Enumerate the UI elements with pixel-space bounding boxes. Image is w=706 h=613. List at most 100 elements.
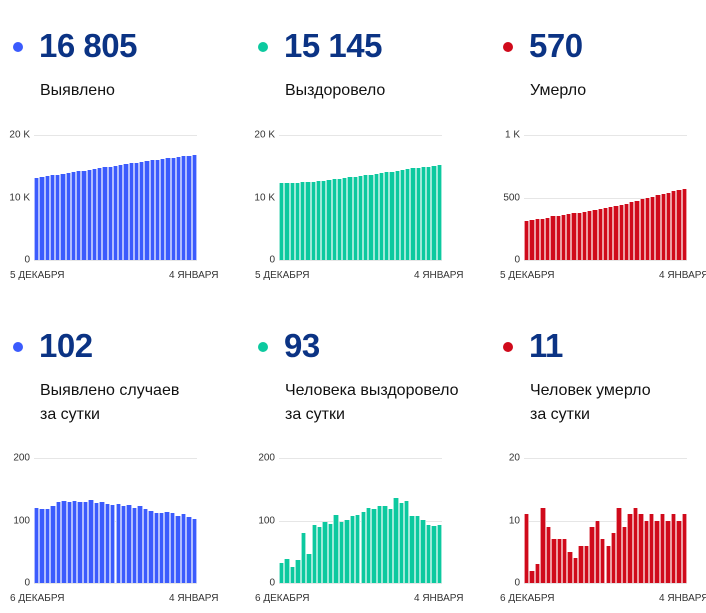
y-tick-label: 100 — [13, 515, 30, 526]
bar — [610, 533, 617, 583]
bar — [72, 501, 78, 583]
bar — [371, 509, 377, 583]
y-tick-label: 10 K — [254, 192, 275, 203]
stat-label: Человека выздоровело — [285, 382, 459, 399]
bar — [326, 179, 332, 260]
bar — [158, 513, 165, 583]
bar — [634, 200, 640, 260]
bar — [571, 213, 577, 260]
bar — [306, 554, 312, 583]
legend-dot-icon — [13, 42, 23, 52]
x-end-label: 4 ЯНВАРЯ — [169, 593, 219, 604]
stat-label: за сутки — [530, 406, 590, 423]
bar — [405, 169, 411, 260]
bar — [44, 176, 50, 260]
legend-dot-icon — [503, 342, 513, 352]
bar — [387, 509, 394, 583]
y-tick-label: 500 — [503, 192, 520, 203]
gridline — [524, 520, 687, 522]
bar — [540, 508, 546, 583]
bar — [534, 564, 541, 583]
bar — [91, 168, 98, 260]
bar — [148, 510, 154, 583]
plot-area — [34, 458, 197, 583]
bar — [61, 500, 67, 583]
bar — [632, 508, 639, 583]
bar — [426, 166, 432, 260]
stat-label: Выздоровело — [285, 82, 386, 99]
bar — [572, 558, 579, 583]
y-tick-label: 20 — [508, 452, 520, 464]
legend-dot-icon — [258, 342, 268, 352]
y-tick-label: 0 — [269, 577, 275, 589]
bar — [50, 506, 56, 583]
bar — [562, 539, 568, 583]
bar — [310, 181, 316, 260]
bar — [289, 182, 295, 260]
bar — [398, 503, 404, 583]
bar — [368, 174, 374, 260]
bar — [97, 168, 103, 260]
bar — [160, 159, 166, 260]
bar — [436, 165, 442, 260]
bar — [311, 524, 318, 583]
bar — [34, 508, 40, 583]
bar — [181, 156, 187, 260]
x-end-label: 4 ЯНВАРЯ — [169, 270, 219, 281]
bar — [550, 216, 556, 260]
stat-value: 15 145 — [284, 27, 382, 64]
y-tick-label: 10 K — [9, 192, 30, 203]
bar — [431, 525, 437, 583]
bar — [655, 195, 661, 260]
bar — [670, 514, 677, 583]
y-tick-label: 0 — [24, 577, 30, 589]
bar — [676, 190, 682, 260]
bar — [55, 174, 61, 260]
bar — [279, 563, 285, 583]
bar — [393, 498, 399, 583]
gridline — [279, 583, 442, 584]
bar — [420, 167, 427, 260]
bar — [425, 524, 432, 583]
bar — [191, 519, 197, 583]
legend-dot-icon — [258, 42, 268, 52]
bar — [659, 514, 666, 583]
bar — [415, 167, 421, 260]
x-start-label: 5 ДЕКАБРЯ — [500, 270, 555, 281]
legend-dot-icon — [13, 342, 23, 352]
bar — [602, 207, 609, 260]
bar — [305, 181, 311, 260]
bar-chart: 0 500 1 K 5 ДЕКАБРЯ 4 ЯНВАРЯ — [490, 130, 706, 285]
bar — [639, 199, 645, 260]
y-tick-label: 1 K — [504, 129, 520, 141]
bar — [627, 514, 633, 583]
plot-area — [279, 135, 442, 260]
bar — [373, 173, 379, 260]
bar — [576, 212, 582, 260]
bar — [600, 539, 606, 583]
bar — [279, 183, 285, 260]
stat-value: 93 — [284, 327, 320, 364]
bar — [169, 513, 176, 583]
bar — [88, 499, 94, 583]
bar — [567, 551, 573, 583]
bar — [431, 165, 437, 260]
bar — [355, 514, 361, 583]
bar — [399, 169, 406, 260]
bar — [300, 182, 306, 260]
bar — [164, 511, 170, 583]
bar — [608, 207, 614, 260]
bar — [352, 176, 358, 260]
bar — [665, 520, 671, 583]
y-tick-label: 200 — [13, 452, 30, 464]
y-tick-label: 20 K — [254, 129, 275, 141]
bar — [556, 539, 563, 583]
bar — [349, 516, 356, 583]
stat-panel-recovered-daily: 93 Человека выздоровело за сутки 0 100 200 6 Д… — [245, 300, 490, 604]
x-start-label: 6 ДЕКАБРЯ — [10, 593, 65, 604]
bar-chart: 0 10 20 6 ДЕКАБРЯ 4 ЯНВАРЯ — [490, 453, 706, 608]
bar — [284, 183, 290, 260]
gridline — [279, 260, 442, 261]
bar — [142, 509, 149, 583]
bar — [128, 163, 134, 260]
